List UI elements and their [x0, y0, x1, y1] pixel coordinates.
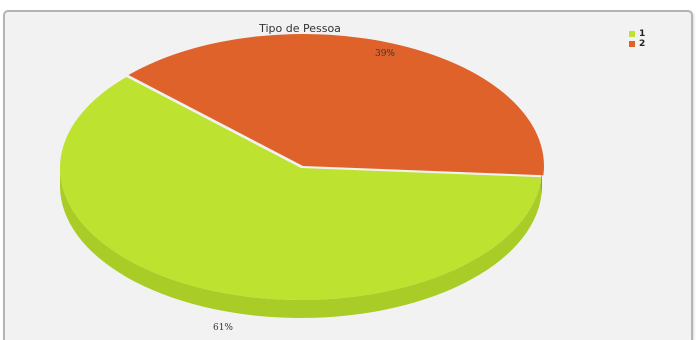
slice-label-2: 39% — [375, 49, 395, 59]
pie-slice-1[interactable] — [60, 76, 542, 301]
legend-swatch-2 — [629, 41, 635, 47]
pie-slice-2[interactable] — [128, 33, 545, 176]
chart-title: Tipo de Pessoa — [259, 22, 341, 35]
legend-swatch-1 — [629, 31, 635, 37]
legend-item-2: 2 — [629, 39, 645, 49]
chart-frame: Tipo de Pessoa 1 2 61% 39% — [3, 10, 693, 340]
legend-label-2: 2 — [639, 39, 646, 49]
legend-item-1: 1 — [629, 29, 645, 39]
legend-label-1: 1 — [639, 29, 646, 39]
legend: 1 2 — [629, 29, 645, 49]
pie-chart: 61% 39% — [60, 33, 545, 333]
slice-label-1: 61% — [213, 323, 233, 333]
